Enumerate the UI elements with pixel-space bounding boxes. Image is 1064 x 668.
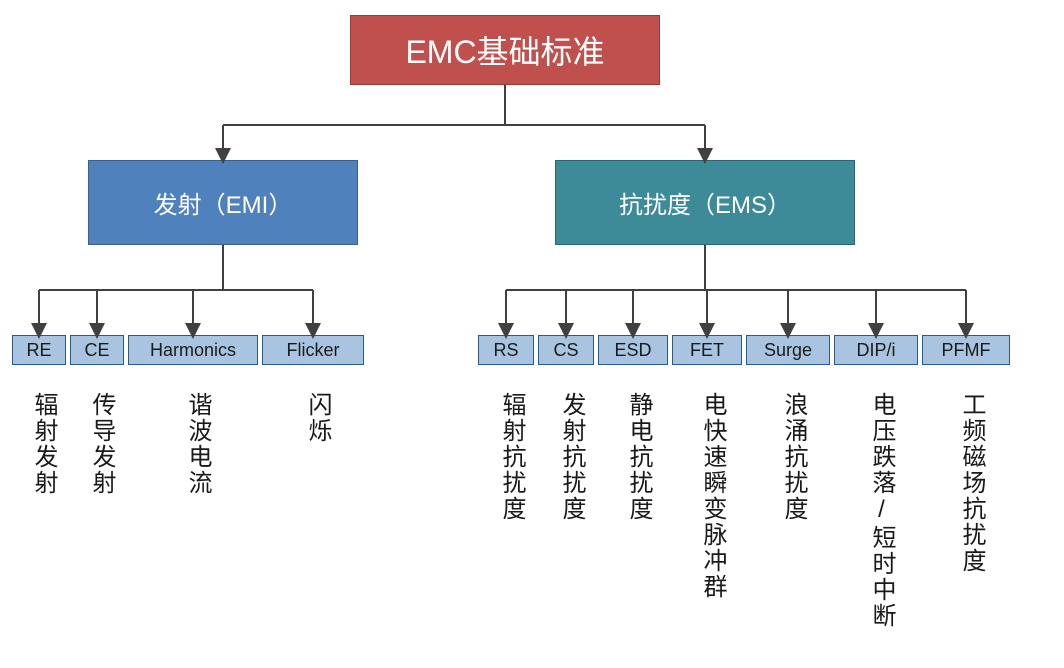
leaf-code: RS <box>493 340 518 361</box>
leaf-desc-emi-2: 谐波电流 <box>180 392 215 496</box>
leaf-desc-emi-1: 传导发射 <box>84 392 119 496</box>
leaf-desc-ems-2: 静电抗扰度 <box>621 392 656 522</box>
connectors-svg <box>0 0 1064 668</box>
leaf-code: PFMF <box>942 340 991 361</box>
leaf-box-ems-2: ESD <box>598 335 668 365</box>
leaf-box-ems-6: PFMF <box>922 335 1010 365</box>
leaf-box-ems-3: FET <box>672 335 742 365</box>
leaf-box-ems-1: CS <box>538 335 594 365</box>
leaf-code: CS <box>553 340 578 361</box>
leaf-code: RE <box>26 340 51 361</box>
leaf-code: FET <box>690 340 724 361</box>
leaf-desc-ems-0: 辐射抗扰度 <box>494 392 529 522</box>
leaf-desc-ems-5: 电压跌落/短时中断 <box>864 392 899 629</box>
leaf-box-ems-5: DIP/i <box>834 335 918 365</box>
level1-node-emi: 发射（EMI） <box>88 160 358 245</box>
level1-node-ems: 抗扰度（EMS） <box>555 160 855 245</box>
leaf-box-emi-0: RE <box>12 335 66 365</box>
leaf-code: Surge <box>764 340 812 361</box>
level1-label-emi: 发射（EMI） <box>154 185 293 220</box>
leaf-desc-emi-3: 闪烁 <box>300 392 335 444</box>
leaf-desc-ems-1: 发射抗扰度 <box>554 392 589 522</box>
leaf-box-emi-3: Flicker <box>262 335 364 365</box>
leaf-box-emi-1: CE <box>70 335 124 365</box>
leaf-code: Harmonics <box>150 340 236 361</box>
root-label: EMC基础标准 <box>405 27 604 73</box>
leaf-code: DIP/i <box>856 340 895 361</box>
leaf-box-ems-4: Surge <box>746 335 830 365</box>
leaf-box-ems-0: RS <box>478 335 534 365</box>
leaf-desc-emi-0: 辐射发射 <box>26 392 61 496</box>
leaf-desc-ems-4: 浪涌抗扰度 <box>776 392 811 522</box>
leaf-code: ESD <box>614 340 651 361</box>
leaf-desc-ems-6: 工频磁场抗扰度 <box>954 392 989 574</box>
leaf-desc-ems-3: 电快速瞬变脉冲群 <box>695 392 730 600</box>
leaf-code: CE <box>84 340 109 361</box>
leaf-code: Flicker <box>287 340 340 361</box>
leaf-box-emi-2: Harmonics <box>128 335 258 365</box>
level1-label-ems: 抗扰度（EMS） <box>619 185 791 220</box>
root-node: EMC基础标准 <box>350 15 660 85</box>
